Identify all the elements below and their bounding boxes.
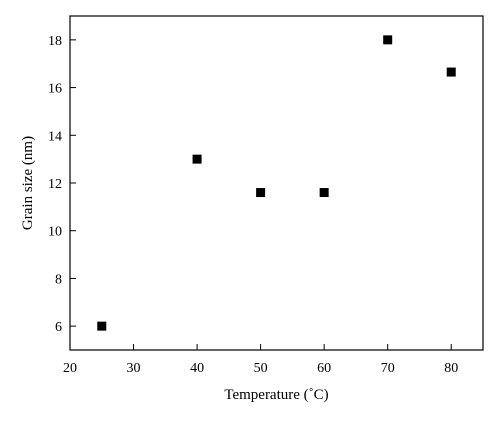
- x-tick-label: 60: [317, 361, 331, 376]
- y-tick-label: 10: [48, 225, 62, 240]
- x-axis-title: Temperature (˚C): [224, 387, 328, 403]
- data-point: [192, 154, 202, 164]
- plot-frame: [69, 15, 484, 351]
- x-tick-label: 20: [63, 361, 77, 376]
- y-tick-label: 8: [55, 272, 62, 287]
- data-point: [97, 321, 107, 331]
- data-points: [97, 35, 456, 331]
- x-tick-label: 80: [444, 361, 458, 376]
- data-point: [319, 188, 329, 198]
- data-point: [383, 35, 393, 45]
- data-point: [256, 188, 266, 198]
- x-tick-label: 40: [190, 361, 204, 376]
- y-tick-label: 14: [48, 129, 62, 144]
- y-tick-label: 16: [48, 82, 62, 97]
- data-point: [446, 67, 456, 77]
- y-axis: 6 8 10 12 14 16 18: [48, 34, 76, 335]
- y-axis-title: Grain size (nm): [20, 136, 36, 230]
- x-tick-label: 70: [381, 361, 395, 376]
- x-tick-label: 30: [127, 361, 141, 376]
- y-tick-label: 18: [48, 34, 62, 49]
- y-tick-label: 6: [55, 320, 62, 335]
- y-tick-label: 12: [48, 177, 62, 192]
- x-tick-label: 50: [254, 361, 268, 376]
- x-axis: 20 30 40 50 60 70 80: [63, 344, 458, 376]
